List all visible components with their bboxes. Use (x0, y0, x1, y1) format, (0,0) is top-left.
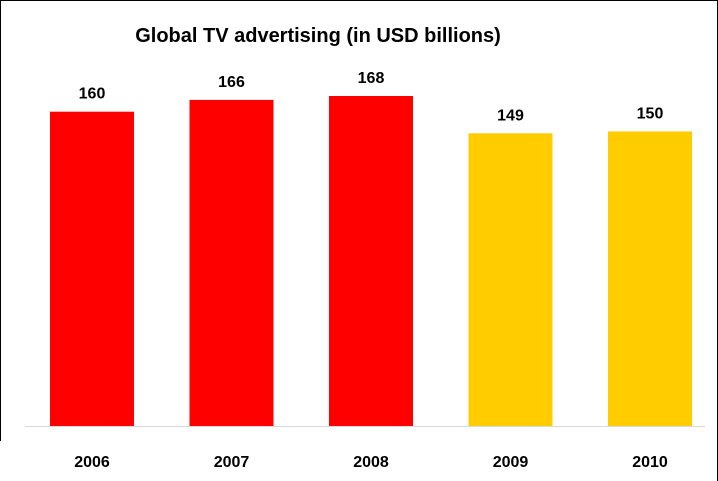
bar-2010 (608, 131, 692, 426)
chart-title: Global TV advertising (in USD billions) (135, 25, 501, 47)
data-label-2010: 150 (637, 105, 664, 122)
bar-2008 (329, 96, 413, 426)
data-label-2006: 160 (79, 86, 106, 103)
category-label-2006: 2006 (74, 454, 110, 471)
category-label-2009: 2009 (493, 454, 529, 471)
bar-2009 (468, 133, 553, 427)
category-label-2010: 2010 (632, 454, 668, 471)
data-label-2007: 166 (218, 74, 245, 91)
data-labels-group: 160 166 168 149 150 (79, 70, 664, 124)
bar-2007 (189, 99, 274, 427)
data-label-2009: 149 (497, 107, 524, 124)
bars-group (50, 96, 692, 427)
data-label-2008: 168 (358, 70, 385, 87)
bar-2006 (50, 111, 134, 426)
category-label-2008: 2008 (353, 454, 389, 471)
category-labels-group: 2006 2007 2008 2009 2010 (74, 454, 668, 471)
category-label-2007: 2007 (214, 454, 250, 471)
